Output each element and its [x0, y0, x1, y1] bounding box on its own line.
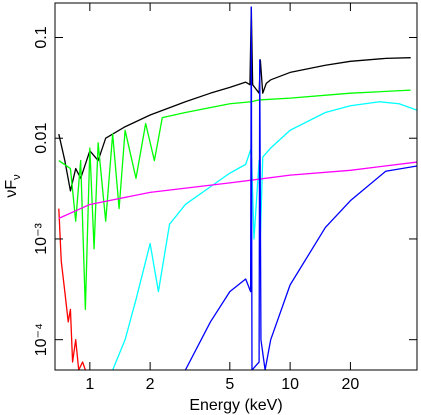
spectrum-line: [58, 161, 417, 219]
y-tick-label: 10⁻⁴: [33, 323, 50, 356]
spectrum-line: [184, 6, 417, 370]
x-tick-label: 2: [146, 376, 155, 393]
x-tick-label: 20: [342, 376, 360, 393]
x-tick-label: 1: [85, 376, 94, 393]
spectrum-line: [58, 6, 411, 192]
x-tick-label: 10: [281, 376, 299, 393]
y-tick-label: 10⁻³: [33, 222, 50, 254]
spectrum-line: [58, 208, 86, 370]
spectrum-line: [58, 89, 411, 311]
y-tick-label: 0.01: [33, 123, 50, 154]
plot-area: [58, 6, 417, 370]
plot-frame: [54, 2, 418, 371]
y-tick-label: 0.1: [33, 26, 50, 48]
y-axis-label: νFν: [3, 174, 23, 198]
spectrum-line: [112, 101, 417, 370]
x-axis-label: Energy (keV): [189, 397, 282, 414]
x-tick-label: 5: [225, 376, 234, 393]
